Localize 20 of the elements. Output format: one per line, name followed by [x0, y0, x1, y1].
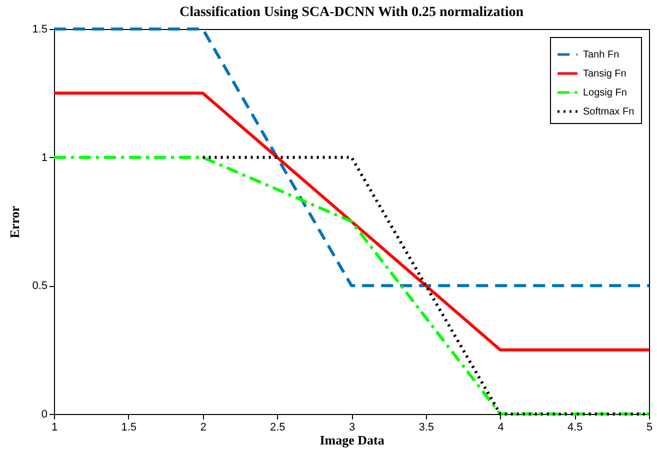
chart-title: Classification Using SCA-DCNN With 0.25 normalization — [179, 5, 524, 20]
y-tick-label: 1 — [41, 152, 48, 164]
y-tick-label: 0.5 — [32, 280, 48, 292]
x-tick-label: 1.5 — [121, 422, 137, 434]
y-tick-label: 0 — [41, 408, 48, 420]
x-tick-label: 5 — [646, 422, 653, 434]
y-tick-label: 1.5 — [32, 24, 48, 36]
y-axis-title: Error — [7, 206, 22, 238]
x-tick-label: 3 — [348, 422, 356, 434]
x-tick-label: 2.5 — [270, 422, 286, 434]
legend-label: Tansig Fn — [583, 68, 626, 80]
legend-label: Tanh Fn — [583, 50, 620, 60]
x-tick-label: 2 — [200, 422, 206, 434]
x-axis-title: Image Data — [320, 432, 385, 448]
legend-label: Softmax Fn — [583, 106, 634, 118]
legend-label: Logsig Fn — [583, 88, 627, 98]
x-tick-label: 4.5 — [567, 422, 583, 434]
x-tick-label: 1 — [51, 422, 58, 434]
x-tick-label: 3.5 — [418, 422, 434, 434]
x-tick-label: 4 — [498, 422, 504, 434]
